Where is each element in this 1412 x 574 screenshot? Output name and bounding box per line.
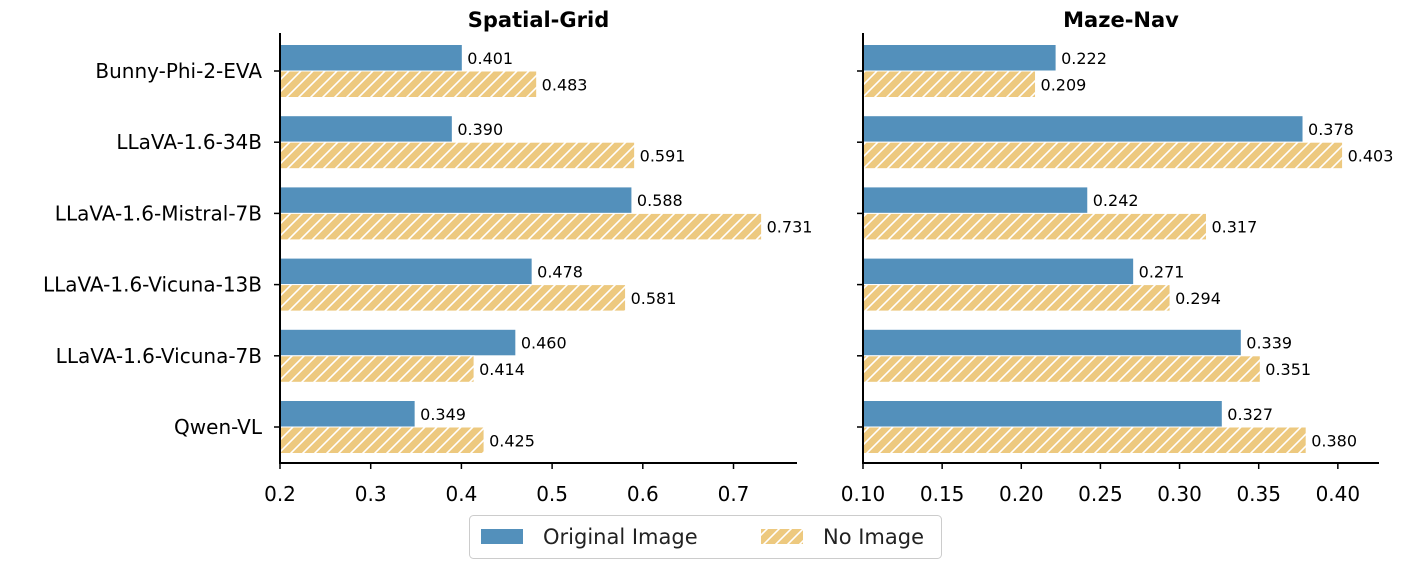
bar-value-label: 0.581	[631, 289, 677, 308]
category-label: LLaVA-1.6-Vicuna-13B	[43, 273, 262, 297]
x-tick-label: 0.30	[1157, 482, 1202, 506]
bar-value-label: 0.327	[1227, 405, 1273, 424]
legend: Original Image No Image	[469, 515, 942, 559]
bar-original-image	[862, 328, 1242, 357]
legend-label: Original Image	[543, 525, 698, 549]
bar-value-label: 0.478	[537, 262, 583, 281]
bar-value-label: 0.222	[1061, 49, 1107, 68]
bar-original-image	[279, 328, 517, 357]
bar-value-label: 0.483	[542, 75, 588, 94]
bar-no-image	[279, 141, 636, 170]
bar-original-image	[279, 186, 633, 214]
x-tick-label: 0.6	[627, 482, 659, 506]
panel-title: Spatial-Grid	[468, 8, 609, 32]
category-label: Bunny-Phi-2-EVA	[95, 59, 262, 83]
bar-no-image	[862, 284, 1171, 312]
bar-value-label: 0.403	[1348, 146, 1394, 165]
bar-value-label: 0.378	[1308, 120, 1354, 139]
bar-original-image	[862, 115, 1304, 143]
x-tick-label: 0.4	[445, 482, 477, 506]
category-label: LLaVA-1.6-Vicuna-7B	[56, 344, 262, 368]
bar-original-image	[862, 186, 1089, 214]
bar-value-label: 0.414	[479, 360, 525, 379]
bar-no-image	[279, 212, 763, 241]
bar-original-image	[862, 257, 1135, 286]
category-label: Qwen-VL	[174, 415, 263, 439]
bar-value-label: 0.425	[489, 431, 535, 450]
x-tick-label: 0.10	[841, 482, 886, 506]
x-tick-label: 0.3	[355, 482, 387, 506]
panel-1: Maze-Nav 0.222 0.209 0.378 0.403 0.242 0.317 0.…	[841, 8, 1394, 506]
legend-swatch	[481, 529, 523, 544]
bar-no-image	[279, 355, 475, 383]
x-tick-label: 0.5	[536, 482, 568, 506]
bar-original-image	[279, 400, 416, 428]
bar-no-image	[279, 284, 627, 312]
x-tick-label: 0.25	[1078, 482, 1123, 506]
bar-value-label: 0.460	[521, 334, 567, 353]
bar-value-label: 0.390	[457, 120, 503, 139]
bar-value-label: 0.349	[420, 405, 466, 424]
bar-value-label: 0.339	[1246, 334, 1292, 353]
bar-no-image	[862, 426, 1307, 454]
bar-no-image	[279, 70, 538, 98]
bar-no-image	[862, 355, 1261, 383]
x-tick-label: 0.20	[999, 482, 1044, 506]
bar-no-image	[279, 426, 485, 454]
bar-value-label: 0.588	[637, 191, 683, 210]
bar-value-label: 0.317	[1211, 218, 1257, 237]
legend-swatch	[761, 529, 803, 544]
bar-value-label: 0.242	[1093, 191, 1139, 210]
x-tick-label: 0.40	[1316, 482, 1361, 506]
bar-value-label: 0.294	[1175, 289, 1221, 308]
bar-no-image	[862, 141, 1344, 170]
bar-no-image	[862, 70, 1037, 98]
bar-no-image	[862, 212, 1207, 241]
legend-label: No Image	[823, 525, 924, 549]
bar-original-image	[862, 400, 1223, 428]
bar-original-image	[279, 257, 533, 286]
bar-value-label: 0.209	[1041, 75, 1087, 94]
bar-original-image	[279, 115, 453, 143]
bar-value-label: 0.380	[1311, 431, 1357, 450]
legend-frame	[469, 515, 942, 559]
panel-0: Spatial-Grid 0.401 0.483 Bunny-Phi-2-EVA 0.3…	[43, 8, 812, 506]
bar-original-image	[279, 44, 463, 72]
x-tick-label: 0.35	[1236, 482, 1281, 506]
bar-value-label: 0.271	[1139, 262, 1185, 281]
category-label: LLaVA-1.6-34B	[116, 130, 262, 154]
x-tick-label: 0.15	[920, 482, 965, 506]
category-label: LLaVA-1.6-Mistral-7B	[55, 201, 262, 225]
bar-value-label: 0.591	[640, 146, 686, 165]
bar-value-label: 0.401	[467, 49, 513, 68]
bar-value-label: 0.351	[1265, 360, 1311, 379]
bar-value-label: 0.731	[767, 218, 813, 237]
x-tick-label: 0.7	[718, 482, 750, 506]
x-tick-label: 0.2	[264, 482, 296, 506]
panel-title: Maze-Nav	[1063, 8, 1179, 32]
bar-original-image	[862, 44, 1057, 72]
